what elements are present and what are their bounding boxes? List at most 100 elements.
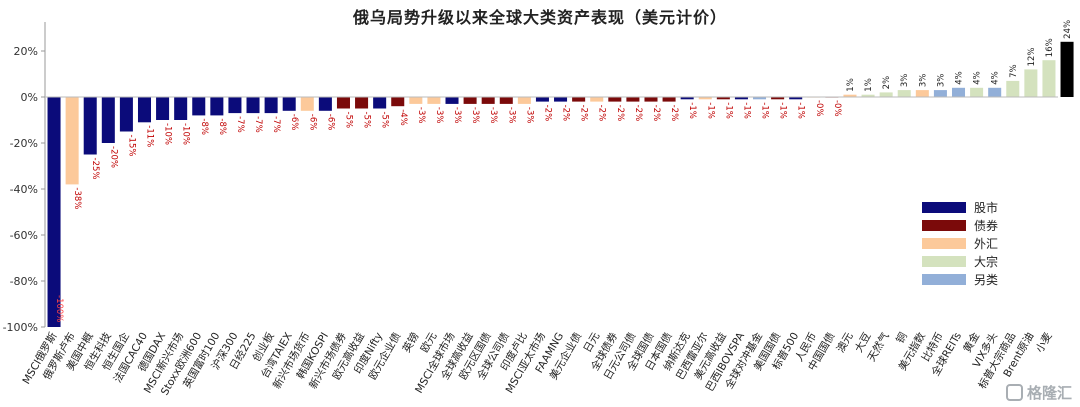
bar <box>174 97 188 120</box>
data-label: -3% <box>416 107 426 124</box>
data-label: -2% <box>669 105 679 122</box>
bar <box>933 90 947 97</box>
data-label: -15% <box>126 135 136 157</box>
data-label: -6% <box>307 114 317 131</box>
bar <box>1006 80 1020 97</box>
bar <box>264 97 278 114</box>
data-label: 7% <box>1009 64 1019 78</box>
bar <box>137 97 152 123</box>
y-tick-label: -40% <box>10 183 38 196</box>
bar <box>734 97 748 100</box>
data-label: -7% <box>253 116 263 133</box>
data-label: -2% <box>597 105 607 122</box>
legend-swatch <box>922 238 966 249</box>
data-label: -8% <box>199 118 209 135</box>
data-label: 2% <box>882 76 892 90</box>
legend-swatch <box>922 202 966 213</box>
bar <box>373 97 387 109</box>
x-tick-label: 英镑 <box>400 330 422 355</box>
bar <box>427 97 441 104</box>
watermark-logo-icon <box>1005 384 1023 401</box>
bar <box>355 97 369 109</box>
bar <box>680 97 694 100</box>
legend-swatch <box>922 274 966 285</box>
data-label: 1% <box>846 78 856 92</box>
chart-title: 俄乌局势升级以来全球大类资产表现（美元计价） <box>352 8 727 27</box>
y-tick-label: -80% <box>10 275 38 288</box>
data-label: -5% <box>362 112 372 129</box>
bar <box>698 97 712 100</box>
data-label: -2% <box>542 105 552 122</box>
bar <box>210 97 224 116</box>
data-label: -2% <box>651 105 661 122</box>
data-label: -100% <box>54 295 64 322</box>
bar <box>662 97 676 102</box>
data-label: -7% <box>235 116 245 133</box>
bar <box>554 97 568 102</box>
bar <box>228 97 242 114</box>
value-labels: -100%-38%-25%-20%-15% -11% -10% -10% -8% -8% -… <box>54 20 1073 323</box>
bar <box>336 97 350 109</box>
data-label: 24% <box>1063 20 1073 39</box>
bar <box>192 97 206 116</box>
data-label: -3% <box>524 107 534 124</box>
data-label: -3% <box>452 107 462 124</box>
y-tick-label: -20% <box>10 137 38 150</box>
data-label: -2% <box>633 105 643 122</box>
legend-label: 债券 <box>974 218 998 233</box>
data-label: -4% <box>398 109 408 126</box>
legend-label: 大宗 <box>974 254 998 269</box>
data-label: 16% <box>1045 38 1055 57</box>
data-label: -7% <box>271 116 281 133</box>
bar <box>771 97 785 100</box>
bar <box>988 87 1002 97</box>
data-label: -25% <box>90 158 100 180</box>
bar <box>843 94 857 97</box>
data-label: -8% <box>217 118 227 135</box>
bar <box>716 97 730 100</box>
bar <box>409 97 423 104</box>
data-label: -11% <box>144 125 154 147</box>
bar <box>282 97 296 111</box>
data-label: -3% <box>434 107 444 124</box>
watermark-text: 格隆汇 <box>1026 384 1072 402</box>
legend-swatch <box>922 256 966 267</box>
legend-label: 另类 <box>974 273 998 287</box>
data-label: 12% <box>1027 47 1037 66</box>
x-tick-label: 小麦 <box>1034 330 1055 355</box>
bar <box>1042 60 1056 97</box>
bar <box>65 97 79 185</box>
bar <box>753 97 767 100</box>
y-tick-label: -60% <box>10 229 38 242</box>
data-label: 4% <box>991 71 1001 85</box>
bar <box>246 97 260 114</box>
data-label: 4% <box>973 71 983 85</box>
bar <box>156 97 170 120</box>
y-tick-label: 0% <box>21 91 38 104</box>
data-label: -2% <box>561 105 571 122</box>
bar <box>879 92 893 97</box>
data-label: -1% <box>760 102 770 119</box>
bar <box>608 97 622 102</box>
data-label: -1% <box>723 102 733 119</box>
data-label: -1% <box>705 102 715 119</box>
data-label: -10% <box>163 123 173 145</box>
data-label: -10% <box>181 123 191 145</box>
bar <box>83 97 97 155</box>
data-label: 3% <box>918 74 928 88</box>
data-label: -20% <box>108 146 118 168</box>
data-label: -2% <box>615 105 625 122</box>
data-label: -3% <box>488 107 498 124</box>
bar <box>572 97 586 102</box>
bar <box>101 97 115 143</box>
data-label: -3% <box>506 107 516 124</box>
bar <box>535 97 549 102</box>
watermark: 格隆汇 <box>1005 382 1072 403</box>
data-label: -5% <box>380 112 390 129</box>
data-label: -2% <box>579 105 589 122</box>
bar <box>47 97 61 327</box>
data-label: -6% <box>289 114 299 131</box>
data-label: -1% <box>796 102 806 119</box>
bar <box>1060 41 1074 97</box>
data-label: -1% <box>741 102 751 119</box>
